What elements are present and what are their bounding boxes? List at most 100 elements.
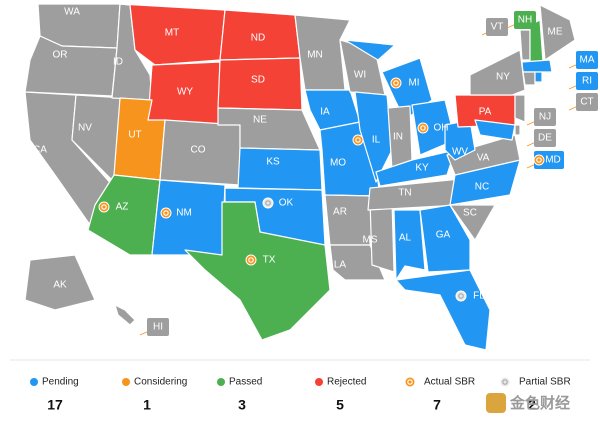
state-shape <box>393 209 426 281</box>
state-label: MI <box>408 78 419 89</box>
state-shape <box>514 94 526 123</box>
state-label: MO <box>330 158 346 169</box>
state-shape <box>534 71 543 83</box>
state-label: GA <box>436 230 451 241</box>
state-label: OH <box>434 123 449 134</box>
state-label: MT <box>165 28 179 39</box>
callout-box <box>534 129 556 147</box>
state-label: MN <box>307 50 323 61</box>
actual-sbr-icon <box>245 254 257 266</box>
icon-ring <box>265 200 271 206</box>
state-label: MD <box>545 155 561 166</box>
icon-ring <box>458 293 464 299</box>
state-label: MS <box>363 235 378 246</box>
state-label: TN <box>398 188 411 199</box>
state-shape <box>519 29 531 61</box>
state-label: MA <box>580 55 595 66</box>
state-label: NY <box>496 72 510 83</box>
legend-count: 3 <box>238 397 246 413</box>
actual-sbr-icon <box>352 134 364 146</box>
state-label: LA <box>334 260 347 271</box>
partial-sbr-icon <box>455 290 467 302</box>
state-label: WA <box>64 7 80 18</box>
state-shape <box>539 4 576 61</box>
state-label: OR <box>53 50 68 61</box>
state-label: SD <box>251 75 265 86</box>
callout-box <box>576 51 598 69</box>
icon-ring <box>393 80 399 86</box>
icon-circle <box>455 290 467 302</box>
actual-sbr-icon <box>98 201 110 213</box>
legend-label: Considering <box>134 377 187 388</box>
icon-ring <box>407 379 413 385</box>
state-label: IA <box>320 107 330 118</box>
icon-circle <box>390 77 402 89</box>
legend-label: Rejected <box>327 377 366 388</box>
legend-label: Actual SBR <box>424 377 475 388</box>
state-shape <box>446 134 521 176</box>
actual-sbr-icon <box>417 122 429 134</box>
icon-ring <box>163 210 169 216</box>
state-label: CO <box>191 145 206 156</box>
state-label: WY <box>177 87 193 98</box>
icon-ring <box>420 125 426 131</box>
state-shape <box>24 254 96 311</box>
icon-ring <box>248 257 254 263</box>
legend: Pending 17 Considering 1 Passed 3 Rejected 5 Act… <box>30 376 571 413</box>
partial-sbr-icon <box>499 376 511 388</box>
state-label: NC <box>475 182 489 193</box>
callout-box <box>486 18 508 36</box>
state-shape <box>514 124 521 136</box>
state-label: IN <box>393 132 403 143</box>
state-label: DE <box>538 133 552 144</box>
state-label: AZ <box>116 202 129 213</box>
state-label: ID <box>113 57 123 68</box>
legend-label: Pending <box>42 377 79 388</box>
legend-swatch <box>217 378 225 386</box>
state-label: HI <box>153 322 163 333</box>
state-label: NJ <box>539 112 551 123</box>
icon-circle <box>245 254 257 266</box>
state-label: AK <box>53 280 67 291</box>
state-label: VA <box>477 153 490 164</box>
state-label: CT <box>580 97 593 108</box>
watermark-logo <box>486 393 506 413</box>
state-label: NM <box>176 208 192 219</box>
icon-ring <box>355 137 361 143</box>
watermark-text: 金色财经 <box>509 394 570 412</box>
state-label: WI <box>354 70 366 81</box>
legend-label: Partial SBR <box>519 377 571 388</box>
state-label: IL <box>372 135 381 146</box>
state-label: RI <box>582 76 592 87</box>
state-shape <box>469 49 526 96</box>
actual-sbr-icon <box>160 207 172 219</box>
state-label: AL <box>399 233 412 244</box>
state-shape <box>354 91 393 183</box>
state-shape <box>395 269 491 351</box>
icon-circle <box>160 207 172 219</box>
state-label: UT <box>128 130 141 141</box>
legend-count: 17 <box>47 397 63 413</box>
state-shape <box>449 204 496 241</box>
legend-swatch <box>30 378 38 386</box>
callout-box <box>147 318 169 336</box>
icon-circle <box>533 154 545 166</box>
state-label: KY <box>415 163 429 174</box>
state-label: ME <box>548 27 563 38</box>
state-label: WV <box>452 147 468 158</box>
callout-box <box>514 11 536 29</box>
partial-sbr-icon <box>262 197 274 209</box>
state-shape <box>474 119 516 141</box>
state-labels: WA OR CA NV ID MT WY UT AZ CO NM ND SD NE KS OK TX MN IA MO… <box>33 7 598 336</box>
icon-circle <box>404 376 416 388</box>
watermark: 金色财经 <box>486 393 570 413</box>
state-label: CA <box>33 145 47 156</box>
icon-ring <box>536 157 542 163</box>
state-label: OK <box>279 198 294 209</box>
state-shape <box>344 39 396 61</box>
legend-swatch <box>315 378 323 386</box>
icon-circle <box>499 376 511 388</box>
state-label: ND <box>251 33 265 44</box>
legend-count: 2 <box>528 397 536 413</box>
callout-box <box>576 93 598 111</box>
